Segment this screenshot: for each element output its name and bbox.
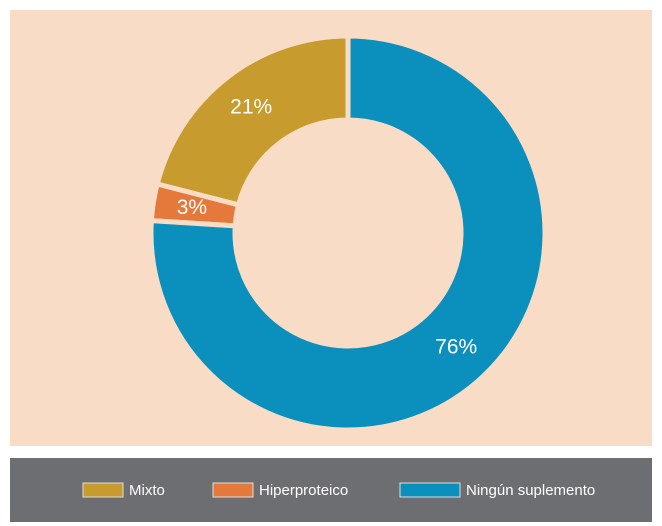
legend-label: Ningún suplemento bbox=[466, 482, 595, 499]
slice bbox=[148, 33, 548, 433]
legend-label: Hiperproteico bbox=[259, 482, 348, 499]
slice-label: 3% bbox=[177, 196, 207, 219]
legend-swatch bbox=[212, 482, 254, 498]
slice-label: 76% bbox=[435, 336, 477, 359]
slice-label: 21% bbox=[230, 96, 272, 119]
legend-swatch bbox=[399, 482, 461, 498]
legend-swatch bbox=[82, 482, 124, 498]
legend-label: Mixto bbox=[129, 482, 165, 499]
slice bbox=[154, 33, 351, 208]
